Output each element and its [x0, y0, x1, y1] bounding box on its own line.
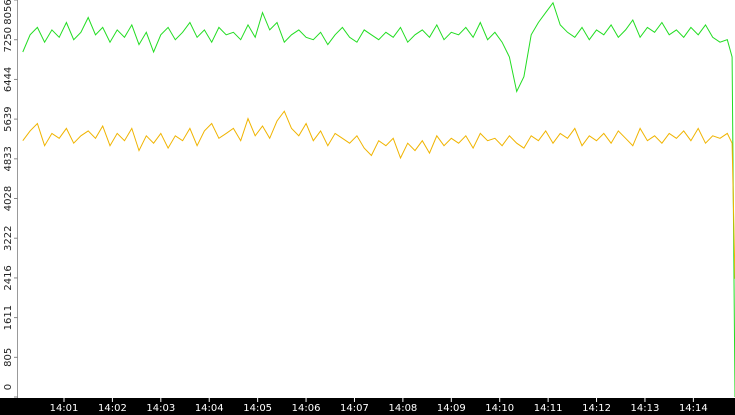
- y-tick-label: 805: [3, 348, 14, 367]
- x-tick-label: 14:10: [485, 403, 514, 414]
- x-tick-label: 14:11: [534, 403, 563, 414]
- x-tick-label: 14:07: [340, 403, 369, 414]
- series-line: [22, 1, 735, 398]
- y-tick-label: 4833: [3, 146, 14, 171]
- x-tick-label: 14:12: [582, 403, 611, 414]
- x-tick-label: 14:01: [50, 403, 79, 414]
- y-tick-label: 7250: [3, 27, 14, 52]
- y-tick-label: 3222: [3, 225, 14, 250]
- x-axis-bar: [0, 398, 735, 415]
- series-line: [22, 110, 735, 279]
- x-tick-label: 14:14: [679, 403, 708, 414]
- y-tick-label: 4028: [3, 186, 14, 211]
- x-tick-label: 14:06: [292, 403, 321, 414]
- y-tick-label: 2416: [3, 265, 14, 290]
- x-tick-label: 14:04: [195, 403, 224, 414]
- y-tick-label: 6444: [3, 67, 14, 92]
- x-tick-label: 14:02: [98, 403, 127, 414]
- x-tick-label: 14:05: [243, 403, 272, 414]
- y-tick-label: 0: [3, 384, 14, 390]
- x-tick-label: 14:03: [146, 403, 175, 414]
- y-tick-label: 1611: [3, 305, 14, 330]
- x-tick-label: 14:13: [631, 403, 660, 414]
- x-tick-label: 14:09: [437, 403, 466, 414]
- y-tick-label: 5639: [3, 106, 14, 131]
- x-tick-label: 14:08: [388, 403, 417, 414]
- y-tick-label: 8056: [3, 0, 14, 25]
